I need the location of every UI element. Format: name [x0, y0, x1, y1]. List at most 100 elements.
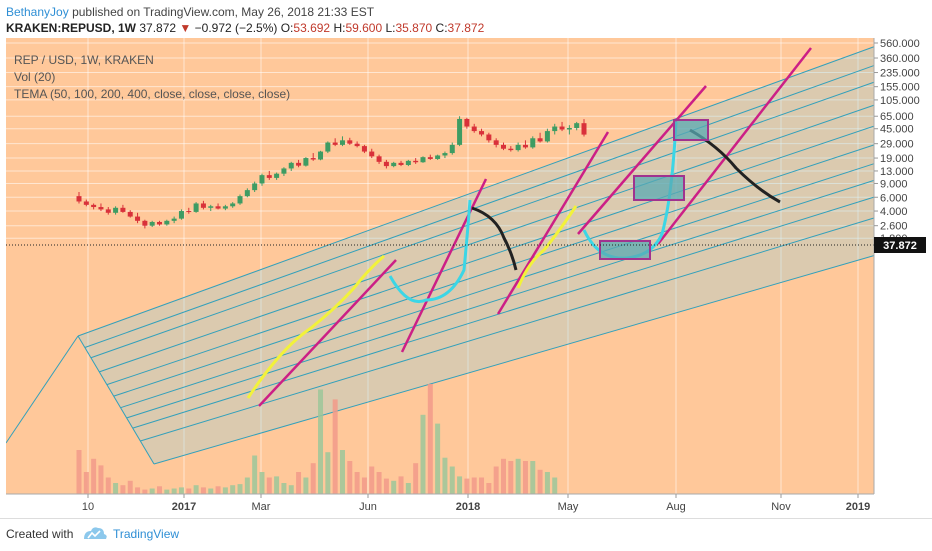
- price-tick-label: 65.000: [880, 111, 914, 123]
- last-price-badge: 37.872: [874, 237, 926, 253]
- volume-bar: [266, 477, 272, 494]
- time-tick-label: Aug: [666, 501, 686, 513]
- volume-bar: [127, 480, 133, 494]
- volume-bar: [347, 461, 353, 494]
- candle-body: [135, 216, 141, 221]
- volume-bar: [391, 480, 397, 494]
- price-tick-label: 19.000: [880, 153, 914, 165]
- volume-bar: [171, 488, 177, 494]
- volume-bar: [464, 478, 470, 494]
- price-chart[interactable]: REP / USD, 1W, KRAKEN Vol (20) TEMA (50,…: [5, 38, 926, 516]
- volume-bar: [193, 485, 199, 494]
- volume-bar: [383, 478, 389, 494]
- candle-body: [552, 126, 558, 132]
- volume-bar: [522, 461, 528, 494]
- candle-body: [318, 151, 324, 160]
- plot-background: [6, 38, 874, 494]
- candle-body: [157, 221, 163, 225]
- trend-line: [496, 131, 610, 315]
- candle-body: [274, 173, 280, 178]
- trend-line: [577, 85, 707, 235]
- candle-body: [559, 126, 565, 130]
- publish-line: BethanyJoy published on TradingView.com,…: [6, 5, 374, 19]
- candle-body: [113, 207, 119, 213]
- volume-bar: [449, 466, 455, 494]
- tradingview-logo-icon[interactable]: [82, 525, 108, 543]
- down-arrow-icon: ▼: [179, 21, 192, 35]
- volume-bar: [178, 487, 184, 494]
- candle-body: [435, 155, 441, 159]
- volume-bar: [149, 488, 155, 494]
- candle-body: [222, 206, 228, 209]
- candle-body: [230, 203, 236, 207]
- volume-bar: [252, 455, 258, 494]
- candle-body: [259, 175, 265, 184]
- volume-bar: [215, 486, 221, 494]
- price-tick-label: 4.000: [880, 206, 908, 218]
- volume-bar: [544, 472, 550, 494]
- candle-body: [544, 131, 550, 142]
- volume-bar: [537, 469, 543, 494]
- volume-bar: [508, 461, 514, 494]
- symbol-line: KRAKEN:REPUSD, 1W 37.872 ▼ −0.972 (−2.5%…: [6, 21, 484, 35]
- trend-line: [657, 47, 812, 245]
- black-curve: [471, 206, 518, 271]
- volume-bar: [486, 483, 492, 494]
- volume-bar: [339, 450, 345, 494]
- volume-bar: [237, 484, 243, 494]
- price-tick-label: 29.000: [880, 139, 914, 151]
- candle-body: [310, 158, 316, 160]
- candle-body: [303, 158, 309, 166]
- tradingview-brand-link[interactable]: TradingView: [113, 527, 180, 541]
- candle-body: [537, 138, 543, 142]
- time-axis-background: [6, 494, 874, 516]
- volume-bar: [142, 489, 148, 494]
- volume-bar: [259, 472, 265, 494]
- price-tick-label: 9.000: [880, 178, 908, 190]
- volume-bar: [442, 457, 448, 494]
- volume-bar: [376, 472, 382, 494]
- volume-bar: [427, 384, 433, 494]
- trend-drawings: [246, 47, 812, 407]
- candle-body: [76, 196, 82, 202]
- candle-body: [193, 203, 199, 212]
- candle-body: [522, 144, 528, 148]
- candle-body: [486, 134, 492, 141]
- yellow-curve: [516, 205, 578, 289]
- candle-body: [479, 131, 485, 135]
- volume-bar: [332, 399, 338, 494]
- candle-body: [405, 160, 411, 165]
- volume-bar: [83, 472, 89, 494]
- volume-bar: [325, 452, 331, 494]
- price-tick-label: 2.600: [880, 221, 908, 233]
- candle-body: [120, 207, 126, 212]
- candle-body: [471, 126, 477, 132]
- time-axis[interactable]: 10 2017 Mar Jun 2018 May Aug Nov 2019: [82, 494, 870, 513]
- candle-body: [127, 211, 133, 217]
- chart-area[interactable]: REP / USD, 1W, KRAKEN Vol (20) TEMA (50,…: [5, 38, 926, 516]
- candlesticks: [76, 116, 587, 229]
- candle-body: [266, 175, 272, 178]
- candle-body: [500, 144, 506, 149]
- volume-bar: [318, 389, 324, 494]
- volume-bar: [288, 485, 294, 494]
- candle-body: [244, 190, 250, 197]
- trend-line: [258, 259, 397, 407]
- volume-bar: [244, 477, 250, 494]
- last-price-badge-text: 37.872: [883, 240, 917, 252]
- symbol-name: KRAKEN:REPUSD, 1W: [6, 21, 137, 35]
- candle-body: [391, 162, 397, 167]
- volume-bar: [230, 485, 236, 494]
- volume-bar: [200, 487, 206, 494]
- author-link[interactable]: BethanyJoy: [6, 5, 69, 19]
- price-change: −0.972 (−2.5%): [194, 21, 278, 35]
- volume-bar: [420, 414, 426, 494]
- candle-body: [354, 143, 360, 147]
- candle-body: [347, 140, 353, 144]
- candle-body: [164, 220, 170, 225]
- volume-bar: [281, 483, 287, 494]
- target-box: [673, 119, 709, 141]
- legend-volume: Vol (20): [14, 70, 55, 84]
- candle-body: [83, 201, 89, 205]
